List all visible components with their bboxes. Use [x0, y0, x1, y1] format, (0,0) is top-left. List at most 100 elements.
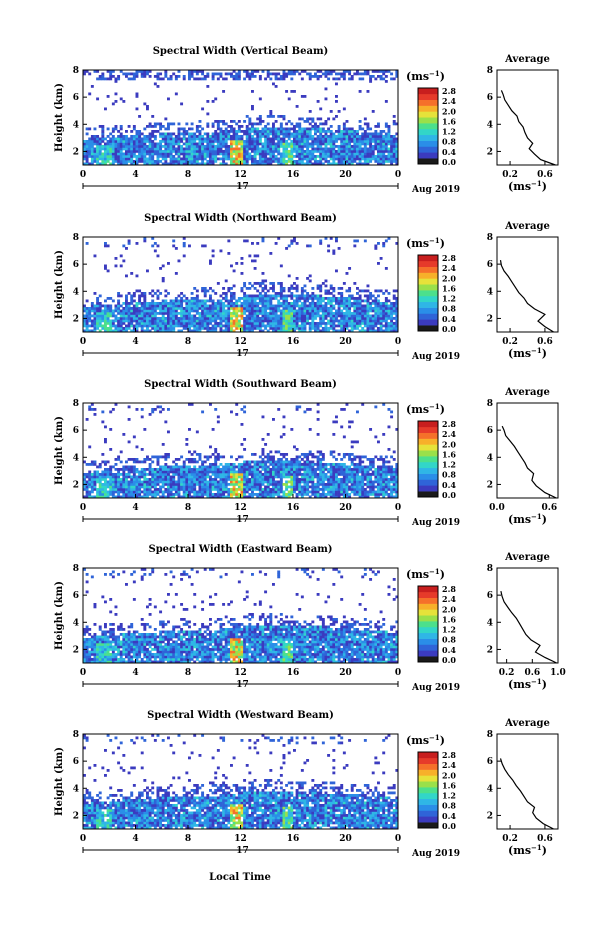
heatmap-cell: [327, 77, 331, 81]
heatmap-cell: [377, 160, 380, 163]
heatmap-cell: [203, 132, 207, 136]
heatmap-cell: [198, 155, 202, 158]
heatmap-cell: [237, 314, 241, 318]
heatmap-cell: [253, 70, 257, 73]
heatmap-cell: [348, 147, 352, 151]
heatmap-cell: [379, 142, 383, 146]
heatmap-cell: [366, 125, 370, 128]
heatmap-cell: [272, 465, 275, 469]
heatmap-cell: [272, 485, 275, 489]
heatmap-cell: [211, 329, 215, 333]
heatmap-cell: [185, 132, 189, 136]
heatmap-cell: [227, 329, 231, 333]
heatmap-cell: [253, 287, 257, 290]
heatmap-cell: [148, 304, 152, 308]
heatmap-cell: [395, 152, 399, 156]
heatmap-cell: [201, 485, 205, 489]
heatmap-cell: [261, 287, 265, 290]
heatmap-cell: [285, 495, 289, 499]
heatmap-cell: [358, 152, 362, 156]
heatmap-cell: [174, 150, 178, 153]
heatmap-cell: [258, 132, 262, 136]
heatmap-cell: [245, 297, 249, 300]
heatmap-cell: [195, 77, 199, 81]
heatmap-cell: [216, 137, 220, 141]
heatmap-cell: [240, 257, 244, 260]
heatmap-cell: [358, 297, 362, 300]
heatmap-cell: [230, 463, 233, 466]
heatmap-cell: [214, 72, 218, 76]
heatmap-cell: [96, 493, 100, 496]
heatmap-cell: [90, 322, 94, 325]
heatmap-cell: [266, 140, 270, 143]
heatmap-cell: [366, 152, 370, 156]
heatmap-cell: [148, 329, 152, 333]
heatmap-cell: [379, 289, 383, 293]
heatmap-cell: [146, 125, 149, 128]
heatmap-cell: [327, 150, 331, 153]
heatmap-cell: [382, 160, 386, 163]
heatmap-cell: [300, 292, 304, 295]
heatmap-cell: [293, 90, 296, 93]
heatmap-cell: [287, 137, 291, 141]
heatmap-cell: [251, 259, 254, 263]
heatmap-cell: [177, 322, 181, 325]
heatmap-cell: [248, 319, 252, 323]
heatmap-cell: [195, 468, 199, 471]
heatmap-cell: [130, 493, 134, 496]
heatmap-cell: [332, 299, 336, 303]
heatmap-cell: [253, 488, 257, 491]
heatmap-cell: [159, 72, 163, 76]
heatmap-cell: [277, 237, 281, 240]
heatmap-cell: [125, 294, 128, 298]
heatmap-cell: [193, 309, 197, 313]
heatmap-cell: [371, 324, 375, 328]
heatmap-cell: [90, 160, 94, 163]
heatmap-cell: [287, 309, 291, 313]
heatmap-cell: [316, 162, 320, 166]
heatmap-cell: [282, 157, 286, 161]
heatmap-cell: [329, 142, 333, 146]
heatmap-cell: [293, 142, 296, 146]
heatmap-cell: [164, 483, 168, 486]
heatmap-cell: [90, 483, 94, 486]
heatmap-cell: [198, 493, 202, 496]
heatmap-cell: [167, 137, 170, 141]
heatmap-cell: [266, 490, 270, 494]
heatmap-cell: [93, 475, 97, 479]
heatmap-cell: [214, 488, 218, 491]
heatmap-cell: [230, 155, 233, 158]
heatmap-cell: [243, 120, 247, 123]
heatmap-cell: [164, 319, 168, 323]
heatmap-cell: [101, 152, 105, 156]
heatmap-cell: [290, 77, 294, 81]
heatmap-cell: [306, 140, 310, 143]
heatmap-cell: [127, 125, 131, 128]
heatmap-cell: [340, 157, 344, 161]
heatmap-cell: [219, 327, 223, 330]
heatmap-cell: [93, 483, 97, 486]
heatmap-cell: [125, 299, 128, 303]
heatmap-cell: [117, 75, 121, 78]
heatmap-cell: [377, 135, 380, 138]
heatmap-cell: [282, 137, 286, 141]
heatmap-cell: [185, 162, 189, 166]
heatmap-cell: [203, 493, 207, 496]
heatmap-cell: [306, 162, 310, 166]
heatmap-cell: [371, 302, 375, 305]
heatmap-cell: [266, 458, 270, 461]
heatmap-cell: [195, 150, 199, 153]
heatmap-cell: [306, 152, 310, 156]
heatmap-cell: [266, 145, 270, 148]
heatmap-cell: [216, 127, 220, 131]
heatmap-cell: [251, 90, 254, 93]
heatmap-cell: [295, 312, 299, 315]
heatmap-cell: [119, 160, 123, 163]
heatmap-cell: [111, 140, 115, 143]
heatmap-cell: [395, 309, 399, 313]
heatmap-cell: [342, 145, 346, 148]
heatmap-cell: [363, 319, 367, 323]
heatmap-cell: [140, 294, 144, 298]
heatmap-cell: [230, 465, 233, 469]
heatmap-cell: [216, 302, 220, 305]
